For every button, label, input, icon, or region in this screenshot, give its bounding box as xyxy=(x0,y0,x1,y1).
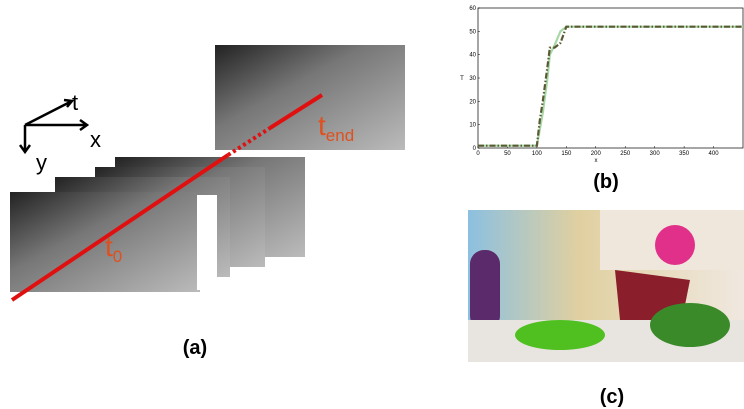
t-base: t xyxy=(318,110,326,141)
t-sub: 0 xyxy=(113,247,122,266)
x-tick-label: 50 xyxy=(504,151,511,157)
y-tick-label: 0 xyxy=(473,146,477,152)
time-line xyxy=(10,153,230,302)
depth-frame xyxy=(215,45,405,150)
y-tick-label: 50 xyxy=(469,29,476,35)
teddy-bear xyxy=(655,225,695,265)
caption: (c) xyxy=(600,386,624,408)
y-tick-label: 60 xyxy=(469,6,476,12)
frame-gap xyxy=(197,195,217,290)
t-end: tend xyxy=(318,110,354,145)
y-tick-label: 20 xyxy=(469,99,476,105)
series-line xyxy=(478,25,743,147)
time-line-dotted xyxy=(226,126,272,157)
t-base: t xyxy=(105,231,113,262)
y-tick-label: 30 xyxy=(469,76,476,82)
eggplant xyxy=(470,250,500,330)
plot-area xyxy=(477,7,744,149)
x-tick-label: 150 xyxy=(561,151,572,157)
x-axis-label: x xyxy=(595,158,598,164)
plant xyxy=(650,303,730,347)
time-line xyxy=(268,93,324,130)
x-tick-label: 300 xyxy=(650,151,661,157)
axis-label: y xyxy=(36,150,47,175)
series-line xyxy=(478,25,743,147)
x-tick-label: 0 xyxy=(476,151,480,157)
y-axis-label: T xyxy=(460,76,464,82)
y-tick-label: 10 xyxy=(469,123,476,129)
panel-a: t x y t0 tend (a) xyxy=(10,45,405,359)
x-tick-label: 200 xyxy=(591,151,602,157)
x-tick-label: 400 xyxy=(709,151,720,157)
t-start: t0 xyxy=(105,231,122,266)
panel-c: (c) xyxy=(468,210,744,408)
x-tick-label: 250 xyxy=(620,151,631,157)
caption: (b) xyxy=(593,171,619,193)
axes-icon xyxy=(18,98,90,155)
frog xyxy=(515,320,605,350)
t-sub: end xyxy=(326,126,354,145)
y-tick-label: 40 xyxy=(469,53,476,59)
depth-frame xyxy=(10,192,200,292)
x-tick-label: 350 xyxy=(679,151,690,157)
x-tick-label: 100 xyxy=(532,151,543,157)
caption: (a) xyxy=(183,337,207,359)
axis-label: x xyxy=(90,127,101,152)
panel-b: (b) x T 0 50 100 150 200 250 300 350 400 0 10 20 30 4… xyxy=(460,6,744,193)
axis-label: t xyxy=(72,90,78,115)
